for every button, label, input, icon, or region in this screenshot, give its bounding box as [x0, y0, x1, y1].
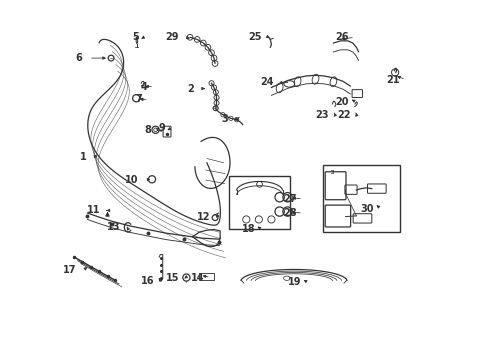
- Text: 23: 23: [315, 111, 328, 121]
- Text: 6: 6: [76, 53, 82, 63]
- Text: 2: 2: [187, 84, 194, 94]
- Text: 25: 25: [248, 32, 261, 42]
- Text: 29: 29: [165, 32, 179, 42]
- Text: 24: 24: [260, 77, 273, 87]
- Text: 16: 16: [141, 276, 154, 286]
- Text: 13: 13: [107, 222, 121, 232]
- Text: 14: 14: [190, 273, 204, 283]
- Text: 5: 5: [132, 32, 139, 41]
- Text: 19: 19: [287, 277, 301, 287]
- Text: 1: 1: [80, 152, 86, 162]
- Text: 17: 17: [63, 265, 77, 275]
- Text: 8: 8: [144, 125, 151, 135]
- Text: 3: 3: [221, 114, 228, 124]
- Text: 10: 10: [125, 175, 139, 185]
- Text: 4: 4: [141, 82, 147, 92]
- Text: 15: 15: [165, 273, 179, 283]
- Text: 30: 30: [360, 204, 373, 214]
- Text: 7: 7: [135, 94, 142, 104]
- Text: 21: 21: [385, 75, 399, 85]
- Text: 9: 9: [158, 123, 164, 133]
- Text: 20: 20: [335, 97, 348, 107]
- Text: 27: 27: [283, 194, 296, 204]
- Text: 18: 18: [241, 225, 255, 234]
- Text: 28: 28: [282, 208, 296, 218]
- Text: 26: 26: [334, 32, 348, 42]
- Text: 11: 11: [87, 206, 100, 216]
- Text: 22: 22: [336, 111, 349, 121]
- Text: 12: 12: [197, 212, 210, 221]
